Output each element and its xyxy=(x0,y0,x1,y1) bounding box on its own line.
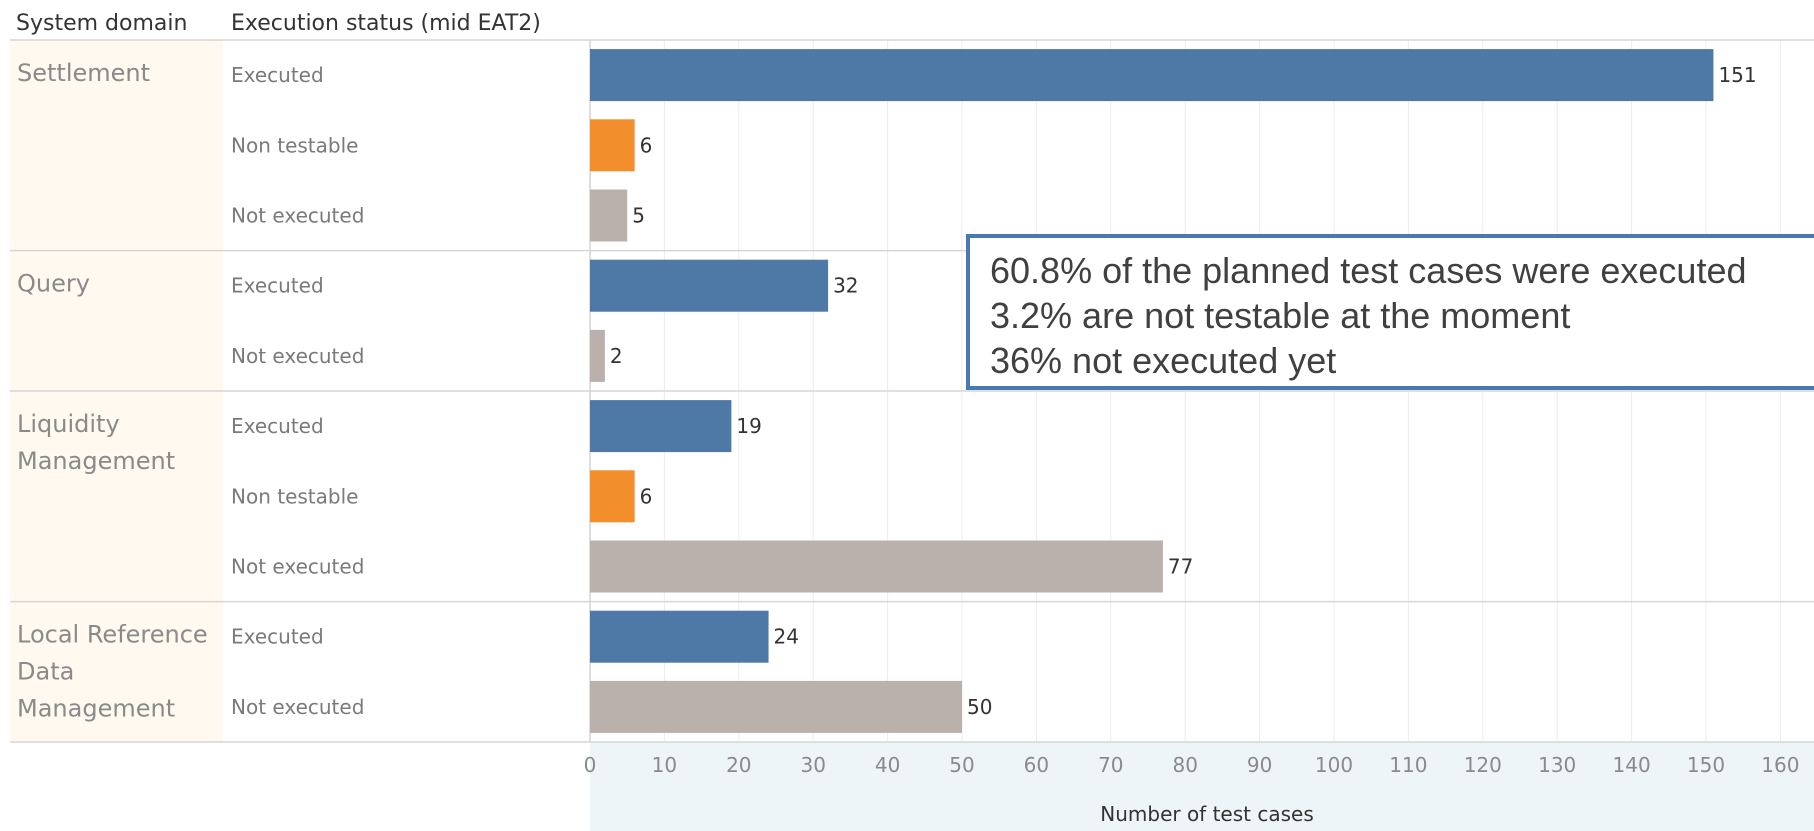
chart-rows: Settlement Executed 151 Non testable 6 Not ex… xyxy=(10,39,1814,743)
x-tick-label: 140 xyxy=(1613,753,1651,777)
bar-value-label: 6 xyxy=(640,484,653,508)
bar-value-label: 24 xyxy=(774,625,799,649)
x-tick-label: 50 xyxy=(949,753,974,777)
x-tick-label: 100 xyxy=(1315,753,1353,777)
bar xyxy=(590,189,628,242)
x-tick-label: 30 xyxy=(800,753,825,777)
summary-annotation: 60.8% of the planned test cases were exe… xyxy=(966,234,1814,390)
domain-header: System domain xyxy=(16,11,187,36)
status-label: Executed xyxy=(231,274,324,298)
status-label: Non testable xyxy=(231,133,358,157)
x-axis-label: Number of test cases xyxy=(1100,802,1314,826)
status-label: Not executed xyxy=(231,695,364,719)
x-tick-label: 0 xyxy=(584,753,597,777)
domain-label: Query xyxy=(17,270,90,298)
domain-label: Local Reference xyxy=(17,621,208,649)
bar xyxy=(590,400,732,453)
bar xyxy=(590,119,635,172)
bar xyxy=(590,259,829,312)
x-tick-label: 120 xyxy=(1464,753,1502,777)
x-tick-label: 80 xyxy=(1172,753,1197,777)
bar-value-label: 5 xyxy=(632,204,645,228)
bar-value-label: 6 xyxy=(640,133,653,157)
status-label: Not executed xyxy=(231,344,364,368)
bar xyxy=(590,329,605,382)
status-label: Executed xyxy=(231,63,324,87)
x-tick-label: 70 xyxy=(1098,753,1123,777)
bar xyxy=(590,680,962,733)
status-header: Execution status (mid EAT2) xyxy=(231,11,541,36)
bar-value-label: 151 xyxy=(1718,63,1756,87)
domain-label: Management xyxy=(17,695,175,723)
bar xyxy=(590,49,1714,102)
status-label: Not executed xyxy=(231,555,364,579)
status-label: Executed xyxy=(231,414,324,438)
x-tick-label: 90 xyxy=(1247,753,1272,777)
status-label: Not executed xyxy=(231,204,364,228)
x-tick-label: 20 xyxy=(726,753,751,777)
bar-value-label: 19 xyxy=(736,414,761,438)
x-tick-label: 10 xyxy=(652,753,677,777)
bar-value-label: 50 xyxy=(967,695,992,719)
x-axis-ticks: 0 10 20 30 40 50 60 70 80 90 100 110 120 130 140 150 160 xyxy=(584,753,1800,777)
bar xyxy=(590,610,769,663)
x-tick-label: 160 xyxy=(1761,753,1799,777)
x-tick-label: 130 xyxy=(1538,753,1576,777)
status-label: Executed xyxy=(231,625,324,649)
x-tick-label: 60 xyxy=(1024,753,1049,777)
bar xyxy=(590,470,635,523)
domain-label: Settlement xyxy=(17,59,150,87)
domain-group: Local Reference Data Management Executed 24 N… xyxy=(10,600,1814,733)
x-axis-band xyxy=(590,742,1814,831)
domain-label: Liquidity xyxy=(17,410,120,438)
bar-value-label: 77 xyxy=(1168,555,1193,579)
bar-value-label: 2 xyxy=(610,344,623,368)
status-label: Non testable xyxy=(231,484,358,508)
bar-value-label: 32 xyxy=(833,274,858,298)
domain-label: Data xyxy=(17,658,74,686)
x-tick-label: 40 xyxy=(875,753,900,777)
x-tick-label: 110 xyxy=(1389,753,1427,777)
domain-group: Liquidity Management Executed 19 Non testabl… xyxy=(10,390,1814,593)
bar xyxy=(590,540,1163,593)
annotation-line-non-testable: 3.2% are not testable at the moment xyxy=(990,295,1571,336)
domain-label: Management xyxy=(17,447,175,475)
domain-group: Query Executed 32 Not executed 2 xyxy=(10,249,1814,382)
annotation-line-executed: 60.8% of the planned test cases were exe… xyxy=(990,250,1747,291)
annotation-line-not-executed: 36% not executed yet xyxy=(990,340,1337,381)
x-tick-label: 150 xyxy=(1687,753,1725,777)
domain-group: Settlement Executed 151 Non testable 6 Not ex… xyxy=(10,39,1814,242)
